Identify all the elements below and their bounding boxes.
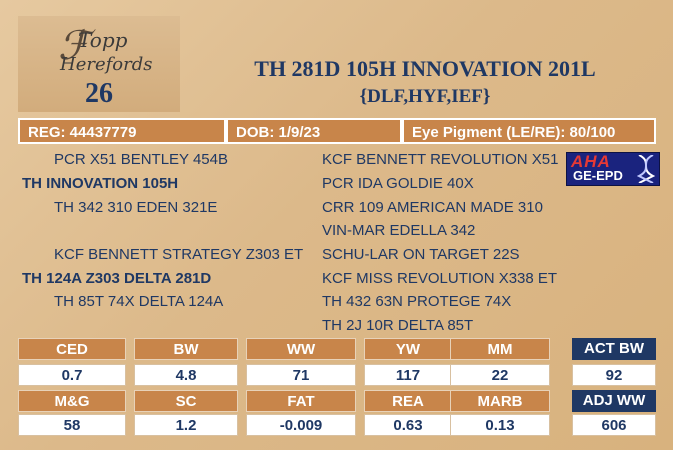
info-bar: REG: 44437779 DOB: 1/9/23 Eye Pigment (L… — [18, 118, 656, 144]
epd-value-bw: 4.8 — [134, 364, 238, 386]
adjusted-ww-header: ADJ WW — [572, 390, 656, 412]
animal-name: TH 281D 105H INNOVATION 201L — [254, 56, 596, 81]
sire-dam-sire: CRR 109 AMERICAN MADE 310 — [322, 199, 543, 216]
sire: TH INNOVATION 105H — [22, 175, 179, 192]
epd-header-bw: BW — [134, 338, 238, 360]
dna-helix-icon — [637, 155, 655, 183]
aha-badge-line1: AHA — [571, 152, 611, 171]
registration-number: REG: 44437779 — [18, 118, 226, 144]
dam-dam-sire: TH 432 63N PROTEGE 74X — [322, 293, 512, 310]
epd-value-rea: 0.63 — [364, 414, 452, 436]
logo-monogram: ℱ — [58, 23, 90, 69]
dam-sire: KCF BENNETT STRATEGY Z303 ET — [54, 246, 304, 263]
epd-header-mg: M&G — [18, 390, 126, 412]
epd-header-rea: REA — [364, 390, 452, 412]
epd-header-sc: SC — [134, 390, 238, 412]
logo-line2: Herefords — [60, 54, 153, 75]
dam-sire-dam: KCF MISS REVOLUTION X338 ET — [322, 270, 558, 287]
logo-line1: Topp — [78, 28, 128, 52]
epd-value-mg: 58 — [18, 414, 126, 436]
epd-header-ced: CED — [18, 338, 126, 360]
dam-sire-sire: SCHU-LAR ON TARGET 22S — [322, 246, 520, 263]
dam-dam: TH 85T 74X DELTA 124A — [54, 293, 224, 310]
sire-sire-sire: KCF BENNETT REVOLUTION X51 — [322, 151, 559, 168]
epd-value-ww: 71 — [246, 364, 356, 386]
epd-value-ced: 0.7 — [18, 364, 126, 386]
lot-number: 26 — [85, 78, 113, 109]
epd-header-mm: MM — [450, 338, 550, 360]
date-of-birth: DOB: 1/9/23 — [226, 118, 402, 144]
epd-value-mm: 22 — [450, 364, 550, 386]
herefords-logo: ℱ Topp Herefords — [40, 20, 160, 82]
epd-value-sc: 1.2 — [134, 414, 238, 436]
aha-badge-line2: GE-EPD — [573, 168, 623, 183]
sire-dam-dam: VIN-MAR EDELLA 342 — [322, 222, 476, 239]
epd-header-marb: MARB — [450, 390, 550, 412]
epd-header-ww: WW — [246, 338, 356, 360]
actual-bw-value: 92 — [572, 364, 656, 386]
epd-header-yw: YW — [364, 338, 452, 360]
genetic-status: {DLF,HYF,IEF} — [359, 86, 491, 107]
dam: TH 124A Z303 DELTA 281D — [22, 270, 212, 287]
sire-sire-dam: PCR IDA GOLDIE 40X — [322, 175, 474, 192]
logo-box: ℱ Topp Herefords 26 — [18, 16, 180, 112]
eye-pigment: Eye Pigment (LE/RE): 80/100 — [402, 118, 656, 144]
aha-ge-epd-badge: AHA GE-EPD — [566, 152, 660, 186]
dam-dam-dam: TH 2J 10R DELTA 85T — [322, 317, 474, 334]
actual-bw-header: ACT BW — [572, 338, 656, 360]
sire-dam: TH 342 310 EDEN 321E — [54, 199, 218, 216]
adjusted-ww-value: 606 — [572, 414, 656, 436]
epd-value-yw: 117 — [364, 364, 452, 386]
epd-value-marb: 0.13 — [450, 414, 550, 436]
sire-sire: PCR X51 BENTLEY 454B — [54, 151, 228, 168]
epd-value-fat: -0.009 — [246, 414, 356, 436]
epd-header-fat: FAT — [246, 390, 356, 412]
